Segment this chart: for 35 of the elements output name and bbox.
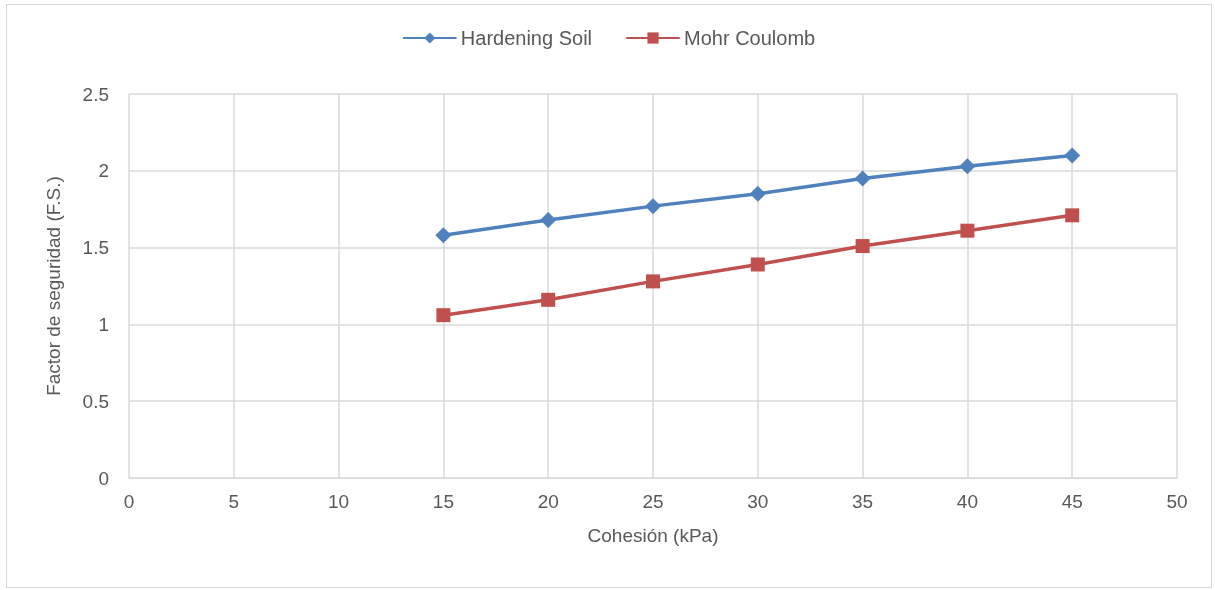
point xyxy=(959,158,976,175)
point xyxy=(645,198,661,215)
x-tick-label: 35 xyxy=(852,491,874,512)
legend-label: Hardening Soil xyxy=(460,27,593,49)
y-tick-label: 1.5 xyxy=(82,237,109,259)
x-axis-title: Cohesión (kPa) xyxy=(587,525,719,546)
y-tick-label: 0 xyxy=(98,467,109,489)
x-tick-label: 5 xyxy=(228,491,240,512)
y-axis-title: Factor de seguridad (F.S.) xyxy=(43,176,64,396)
x-tick-label: 30 xyxy=(747,491,769,512)
y-tick-label: 2.5 xyxy=(82,83,109,105)
x-tick-label: 40 xyxy=(956,491,978,512)
legend-label: Mohr Coulomb xyxy=(684,27,816,49)
point xyxy=(541,292,556,307)
point xyxy=(855,239,870,254)
point xyxy=(749,185,766,202)
point xyxy=(646,274,660,289)
y-tick-label: 0.5 xyxy=(82,390,109,412)
x-tick-label: 20 xyxy=(537,491,559,512)
point xyxy=(1065,208,1080,223)
point xyxy=(750,257,765,272)
point xyxy=(435,227,452,244)
x-tick-label: 50 xyxy=(1166,491,1188,512)
point xyxy=(854,170,871,187)
x-tick-label: 0 xyxy=(123,491,135,512)
point xyxy=(540,211,557,228)
point xyxy=(436,308,451,323)
x-tick-label: 15 xyxy=(432,491,454,512)
point xyxy=(1064,147,1081,164)
y-tick-label: 1 xyxy=(98,313,109,335)
point xyxy=(960,223,975,238)
y-tick-label: 2 xyxy=(98,160,109,182)
x-tick-label: 25 xyxy=(642,491,664,512)
x-tick-label: 10 xyxy=(328,491,350,512)
x-tick-label: 45 xyxy=(1061,491,1083,512)
